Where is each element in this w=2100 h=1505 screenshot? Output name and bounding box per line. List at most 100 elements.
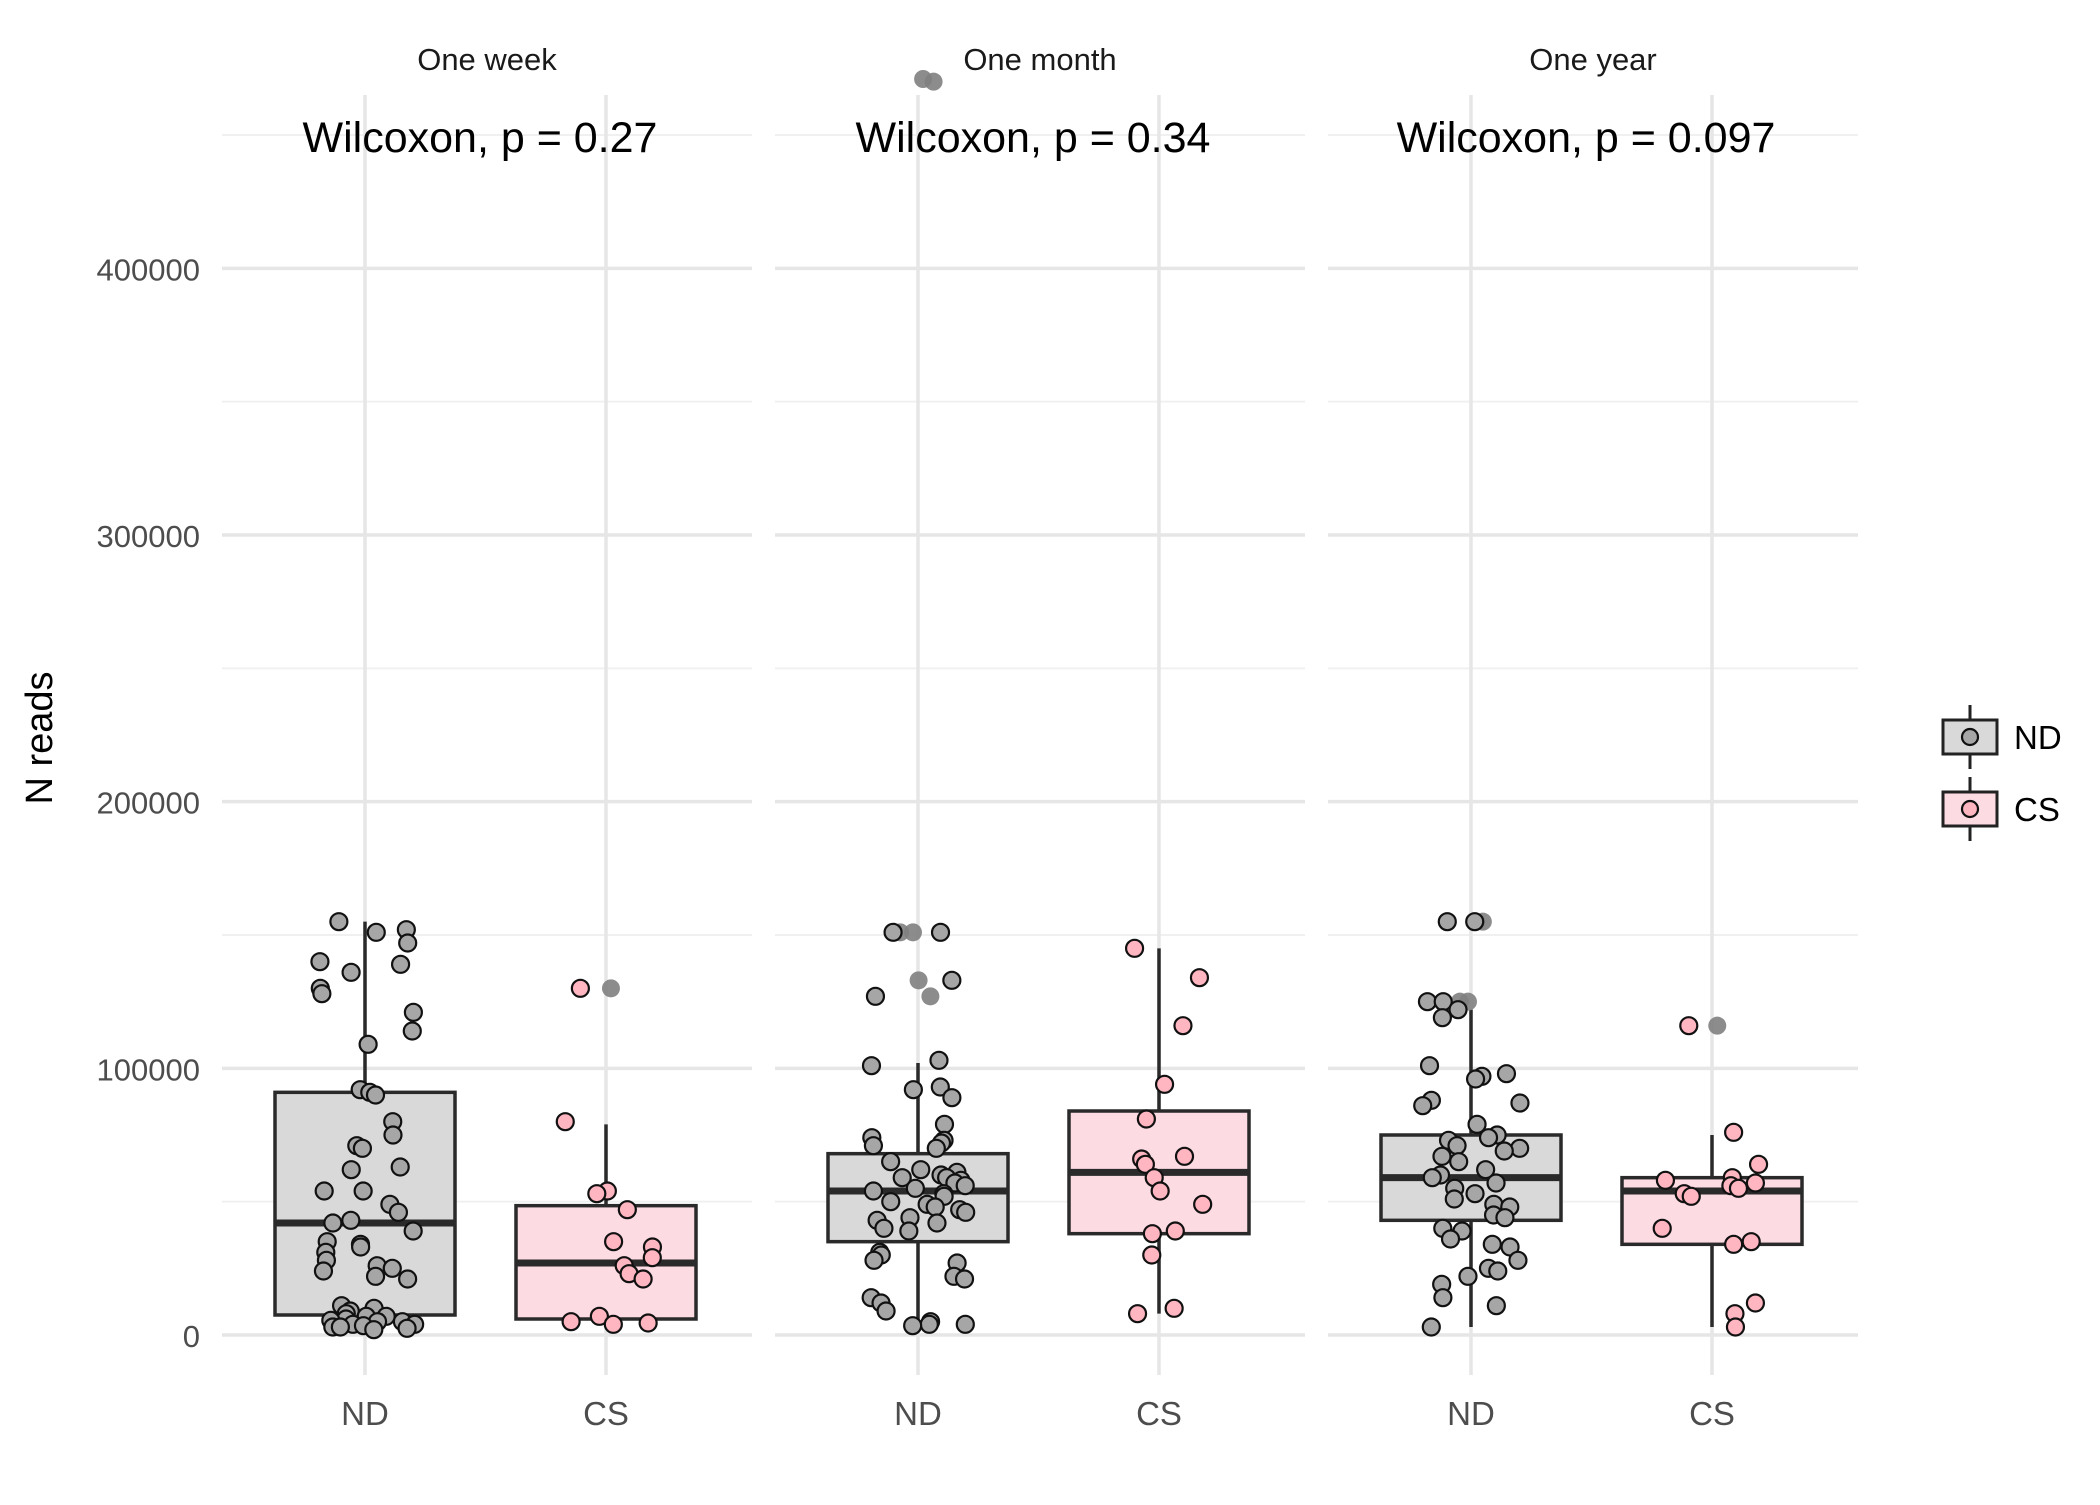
data-point <box>638 1313 658 1333</box>
outlier-point <box>921 987 940 1006</box>
data-point <box>1510 1138 1530 1158</box>
data-point <box>390 954 411 974</box>
data-point <box>1165 1221 1185 1241</box>
data-point <box>382 1258 402 1278</box>
data-point <box>358 1034 378 1054</box>
data-point <box>1724 1122 1744 1142</box>
data-point <box>323 1213 343 1233</box>
data-point <box>861 1056 882 1076</box>
data-point <box>1486 1173 1506 1193</box>
data-point <box>1432 1146 1452 1166</box>
data-point <box>314 1181 334 1201</box>
data-point <box>1127 1304 1148 1324</box>
data-point <box>955 1176 975 1196</box>
data-point <box>1193 1194 1213 1214</box>
facet-title: One week <box>417 42 557 77</box>
data-point <box>1419 1056 1440 1076</box>
data-point <box>364 1320 384 1340</box>
data-point <box>1494 1141 1514 1161</box>
data-point <box>919 1314 939 1334</box>
stat-annotation: Wilcoxon, p = 0.34 <box>856 114 1211 162</box>
data-point <box>403 1002 423 1022</box>
data-point <box>1488 1261 1508 1281</box>
x-tick-label: CS <box>1136 1395 1182 1432</box>
data-point <box>388 1202 409 1222</box>
data-point <box>1433 1288 1453 1308</box>
data-point <box>398 1269 418 1289</box>
data-point <box>352 1138 373 1158</box>
data-point <box>617 1200 637 1220</box>
data-point <box>1142 1224 1162 1244</box>
data-point <box>874 1218 894 1238</box>
data-point <box>899 1221 919 1241</box>
outlier-point <box>924 72 943 91</box>
data-point <box>589 1306 609 1326</box>
data-point <box>1655 1170 1676 1190</box>
data-point <box>903 1316 923 1336</box>
data-point <box>642 1248 662 1268</box>
data-point <box>876 1301 896 1321</box>
data-point <box>1432 1008 1452 1028</box>
data-point <box>329 912 349 932</box>
x-tick-label: CS <box>583 1395 629 1432</box>
data-point <box>881 1192 901 1212</box>
y-tick-label: 300000 <box>97 519 200 554</box>
data-point <box>1189 968 1210 988</box>
data-point <box>865 986 886 1006</box>
data-point <box>1510 1093 1530 1113</box>
data-point <box>341 962 361 982</box>
data-point <box>1652 1218 1672 1238</box>
data-point <box>930 1077 950 1097</box>
data-point <box>1413 1096 1433 1116</box>
facet-title: One month <box>963 42 1116 77</box>
data-point <box>1741 1232 1761 1252</box>
x-tick-label: CS <box>1689 1395 1735 1432</box>
data-point <box>864 1250 884 1270</box>
data-point <box>1486 1296 1506 1316</box>
data-point <box>341 1210 361 1230</box>
data-point <box>633 1269 653 1289</box>
data-point <box>312 984 332 1004</box>
data-point <box>1142 1245 1162 1265</box>
data-point <box>1508 1250 1528 1270</box>
data-point <box>1467 1114 1487 1134</box>
data-point <box>926 1138 946 1158</box>
data-point <box>330 1317 350 1337</box>
box-nd <box>273 1090 457 1317</box>
outlier-point <box>1708 1016 1727 1035</box>
data-point <box>1135 1154 1155 1174</box>
data-point <box>883 922 903 942</box>
data-point <box>942 970 962 990</box>
data-point <box>911 1160 931 1180</box>
data-point <box>398 933 418 953</box>
data-point <box>1447 1136 1467 1156</box>
data-point <box>1679 1016 1699 1036</box>
data-point <box>1458 1266 1478 1286</box>
data-point <box>1174 1146 1195 1166</box>
outlier-point <box>601 979 620 998</box>
data-point <box>903 1080 923 1100</box>
data-point <box>341 1160 361 1180</box>
data-point <box>561 1312 581 1332</box>
data-point <box>1421 1317 1441 1337</box>
data-point <box>1465 912 1485 932</box>
data-point <box>383 1125 403 1145</box>
data-point <box>1437 912 1457 932</box>
legend-key-point <box>1960 727 1980 747</box>
data-point <box>905 1178 925 1198</box>
data-point <box>1681 1186 1701 1206</box>
data-point <box>863 1181 884 1201</box>
y-axis-title: N reads <box>19 671 61 804</box>
data-point <box>1748 1154 1769 1174</box>
data-point <box>397 1318 417 1338</box>
data-point <box>927 1213 947 1233</box>
data-point <box>403 1221 423 1241</box>
data-point <box>954 1269 975 1289</box>
data-point <box>942 1088 962 1108</box>
data-point <box>881 1152 901 1172</box>
legend-label: ND <box>2014 719 2062 756</box>
data-point <box>555 1112 575 1132</box>
y-tick-label: 200000 <box>97 786 200 821</box>
